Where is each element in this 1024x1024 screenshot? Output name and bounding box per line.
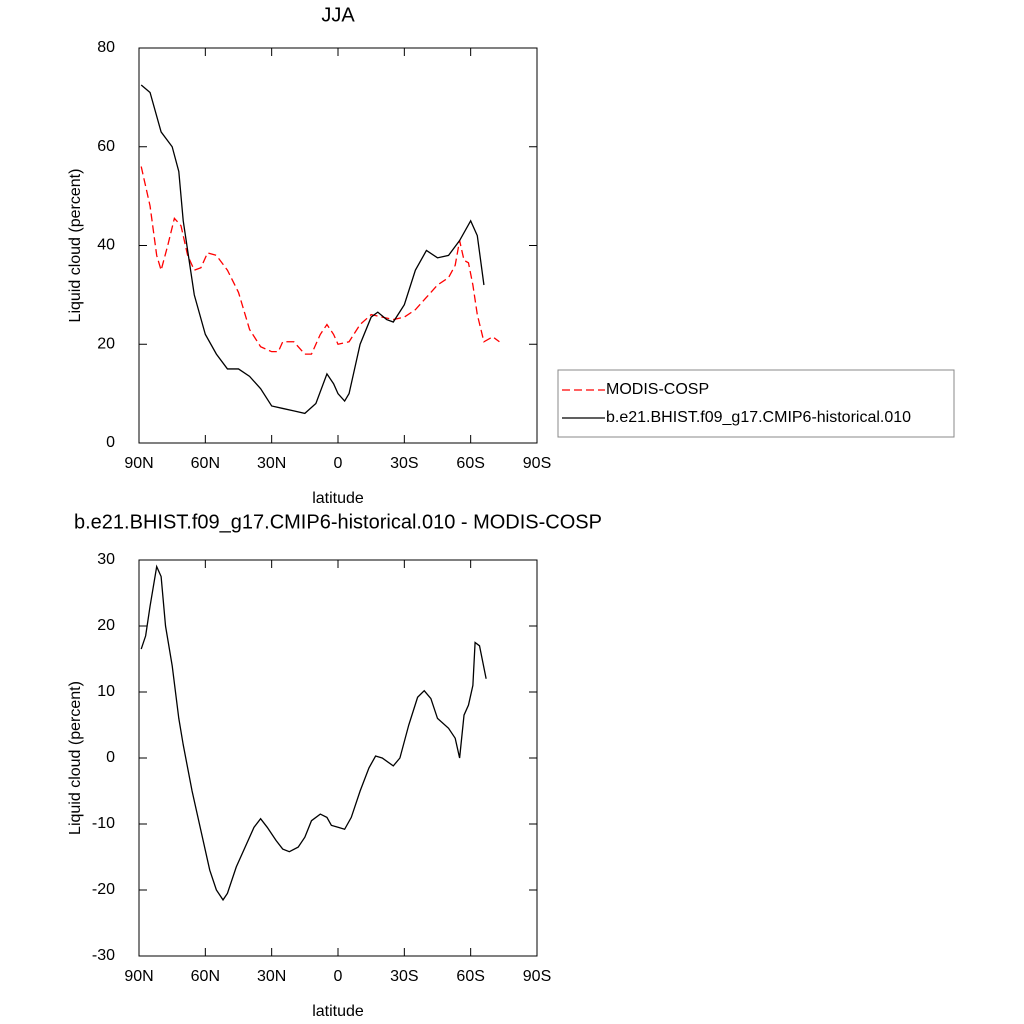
- y-tick-label: 60: [97, 138, 115, 155]
- x-tick-label: 30S: [390, 455, 418, 472]
- x-tick-label: 60S: [456, 455, 484, 472]
- x-tick-label: 90N: [124, 455, 153, 472]
- y-tick-label: 10: [97, 683, 115, 700]
- plot-frame: [138, 559, 538, 957]
- y-tick-label: 0: [106, 749, 115, 766]
- y-tick-label: -20: [92, 881, 115, 898]
- x-tick-label: 0: [334, 968, 343, 985]
- x-tick-label: 30S: [390, 968, 418, 985]
- y-tick-label: 20: [97, 335, 115, 352]
- x-tick-label: 90S: [523, 968, 551, 985]
- data-line: [140, 166, 500, 355]
- x-axis-label: latitude: [312, 1003, 364, 1020]
- y-tick-label: -10: [92, 815, 115, 832]
- y-tick-label: 30: [97, 551, 115, 568]
- x-tick-label: 30N: [257, 968, 286, 985]
- legend-label: b.e21.BHIST.f09_g17.CMIP6-historical.010: [606, 409, 911, 426]
- y-axis-label: Liquid cloud (percent): [67, 169, 84, 323]
- y-tick-label: 40: [97, 237, 115, 254]
- x-axis-label: latitude: [312, 490, 364, 507]
- x-tick-label: 0: [334, 455, 343, 472]
- x-tick-label: 60N: [191, 968, 220, 985]
- chart-title: b.e21.BHIST.f09_g17.CMIP6-historical.010…: [74, 511, 602, 533]
- y-axis-label: Liquid cloud (percent): [67, 681, 84, 835]
- legend-box: [557, 369, 955, 438]
- y-tick-label: -30: [92, 947, 115, 964]
- plot-frame: [138, 47, 538, 444]
- y-tick-label: 0: [106, 434, 115, 451]
- y-tick-label: 80: [97, 39, 115, 56]
- legend-label: MODIS-COSP: [606, 381, 709, 398]
- chart-title: JJA: [321, 4, 355, 26]
- y-tick-label: 20: [97, 617, 115, 634]
- data-line: [140, 564, 487, 902]
- x-tick-label: 90N: [124, 968, 153, 985]
- x-tick-label: 90S: [523, 455, 551, 472]
- x-tick-label: 60N: [191, 455, 220, 472]
- x-tick-label: 30N: [257, 455, 286, 472]
- x-tick-label: 60S: [456, 968, 484, 985]
- data-line: [140, 84, 485, 415]
